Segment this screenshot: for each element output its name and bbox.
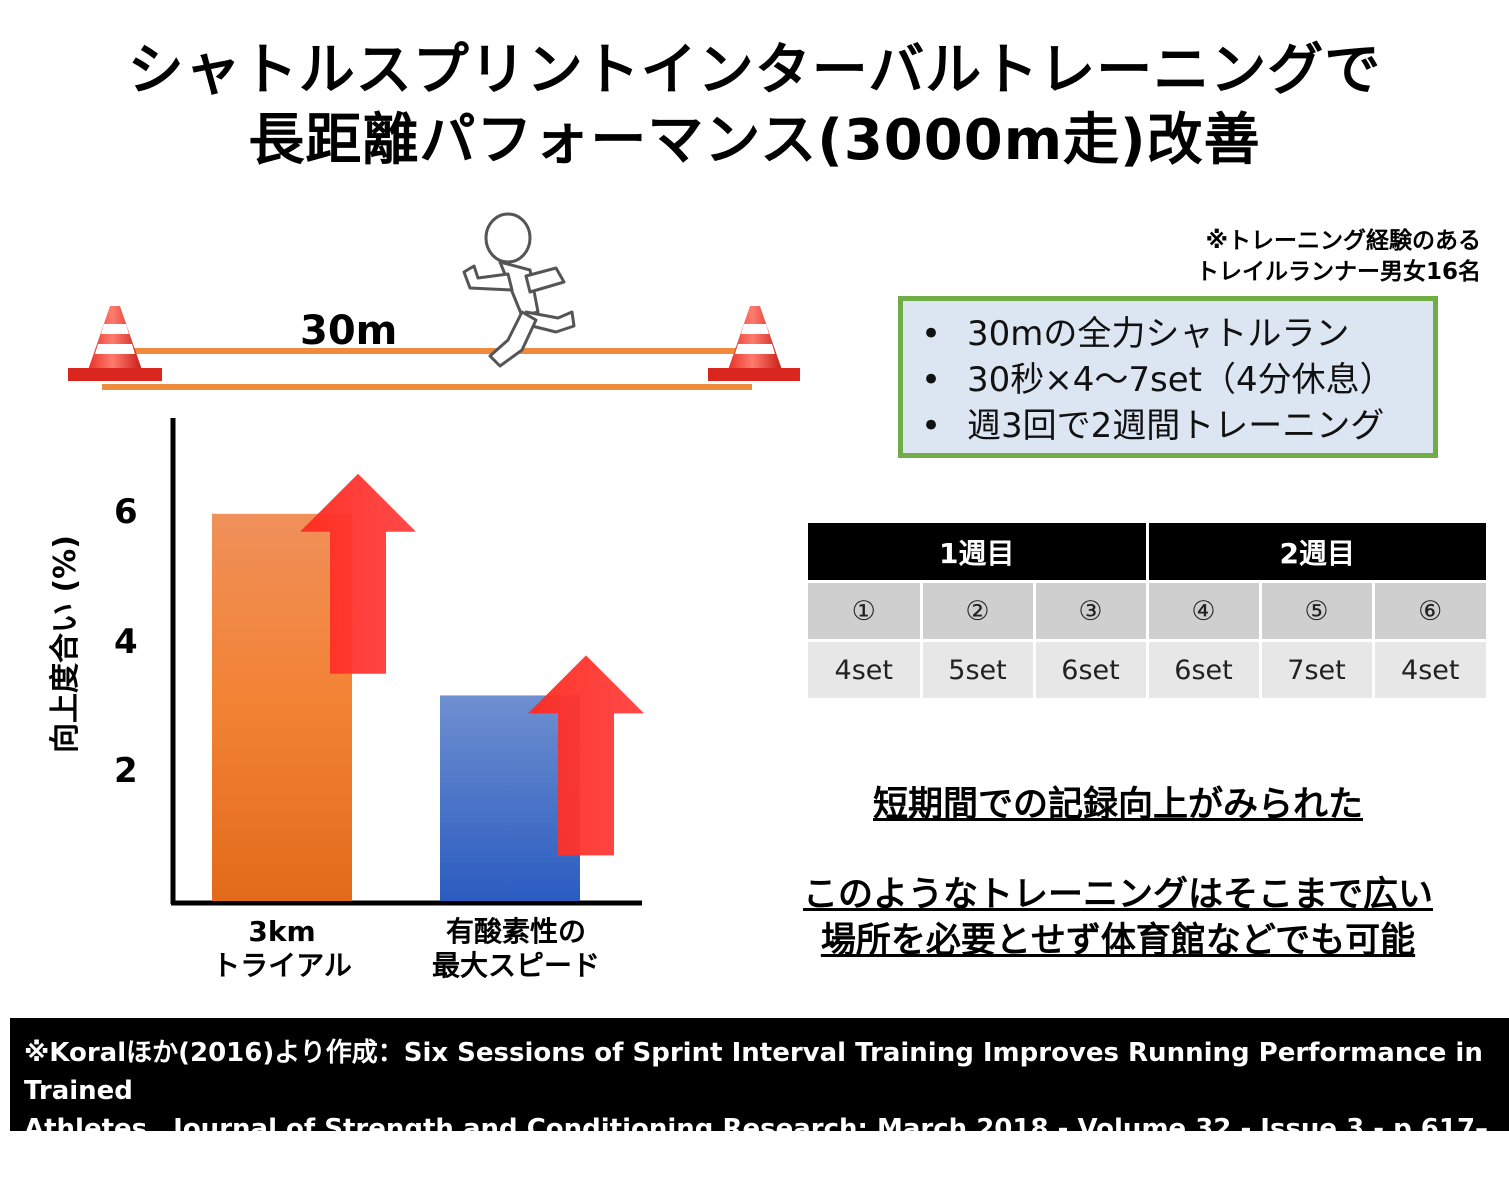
session-number: ④ <box>1147 580 1262 641</box>
improvement-bar-chart <box>170 418 644 906</box>
participant-note-line2: トレイルランナー男女16名 <box>1195 259 1481 285</box>
citation-line2: Athletes．Journal of Strength and Conditi… <box>24 1110 1509 1186</box>
bullet-icon: • <box>921 314 942 354</box>
week-header: 2週目 <box>1147 523 1486 582</box>
bullet-icon: • <box>921 360 942 400</box>
session-number: ⑤ <box>1260 580 1375 641</box>
session-number: ② <box>921 580 1036 641</box>
course-line-bottom <box>102 384 752 390</box>
citation-line1: ※Koralほか(2016)より作成：Six Sessions of Sprin… <box>24 1038 1483 1106</box>
protocol-item: • 30mの全力シャトルラン <box>903 311 1433 357</box>
session-number: ③ <box>1034 580 1149 641</box>
session-number: ⑥ <box>1373 580 1486 641</box>
x-category-label-line: トライアル <box>212 949 352 982</box>
traffic-cone-right-icon <box>708 306 800 381</box>
up-arrow-icon <box>300 473 416 674</box>
schedule-table: 1週目 2週目 ① ② ③ ④ ⑤ ⑥ 4set 5set 6set 6set … <box>808 523 1486 698</box>
session-number: ① <box>808 580 923 641</box>
protocol-item-text: 週3回で2週間トレーニング <box>967 406 1385 446</box>
protocol-list: • 30mの全力シャトルラン • 30秒×4〜7set（4分休息） • 週3回で2週間… <box>903 311 1433 449</box>
up-arrow-icon <box>528 655 644 856</box>
protocol-item: • 30秒×4〜7set（4分休息） <box>903 357 1433 403</box>
protocol-box: • 30mの全力シャトルラン • 30秒×4〜7set（4分休息） • 週3回で2週間… <box>898 296 1438 458</box>
page-title-line1: シャトルスプリントインターバルトレーニングで <box>127 38 1382 103</box>
y-tick-label: 6 <box>114 491 138 532</box>
y-axis-label: 向上度合い (%) <box>48 535 83 753</box>
page-title-line2: 長距離パフォーマンス(3000m走)改善 <box>248 108 1261 173</box>
participant-note: ※トレーニング経験のある トレイルランナー男女16名 <box>1196 226 1481 288</box>
x-category-label-line: 最大スピード <box>431 949 600 982</box>
y-tick-label: 4 <box>114 621 138 662</box>
x-category-label: 3km トライアル <box>162 915 402 983</box>
shuttle-course-illustration <box>68 212 800 390</box>
session-sets: 7set <box>1260 639 1375 698</box>
bar-1 <box>212 513 352 901</box>
feasibility-statement-line2: 場所を必要とせず体育館などでも可能 <box>820 921 1416 961</box>
course-distance-label: 30m <box>300 308 398 354</box>
session-sets: 4set <box>808 639 923 698</box>
protocol-item-text: 30秒×4〜7set（4分休息） <box>967 360 1394 400</box>
x-category-label-line: 有酸素性の <box>445 915 586 948</box>
y-tick-label: 2 <box>114 751 138 792</box>
table-row-sessions: ① ② ③ ④ ⑤ ⑥ <box>808 580 1486 641</box>
participant-note-line1: ※トレーニング経験のある <box>1205 228 1481 254</box>
citation-footer: ※Koralほか(2016)より作成：Six Sessions of Sprin… <box>10 1018 1509 1182</box>
session-sets: 4set <box>1373 639 1486 698</box>
result-statement: 短期間での記録向上がみられた <box>872 785 1363 825</box>
protocol-item: • 週3回で2週間トレーニング <box>903 403 1433 449</box>
bullet-icon: • <box>921 406 942 446</box>
protocol-item-text: 30mの全力シャトルラン <box>967 314 1350 354</box>
course-line-top <box>120 348 748 354</box>
runner-icon <box>462 212 576 368</box>
session-sets: 5set <box>921 639 1036 698</box>
x-category-label-line: 3km <box>248 915 316 948</box>
feasibility-statement-line1: このようなトレーニングはそこまで広い <box>802 875 1433 915</box>
session-sets: 6set <box>1147 639 1262 698</box>
x-category-label: 有酸素性の 最大スピード <box>396 915 636 983</box>
citation-journal: Athletes．Journal of Strength and Conditi… <box>24 1114 877 1144</box>
table-row-sets: 4set 5set 6set 6set 7set 4set <box>808 639 1486 698</box>
traffic-cone-left-icon <box>68 306 162 381</box>
bar-2 <box>440 695 580 901</box>
session-sets: 6set <box>1034 639 1149 698</box>
week-header: 1週目 <box>808 523 1149 582</box>
